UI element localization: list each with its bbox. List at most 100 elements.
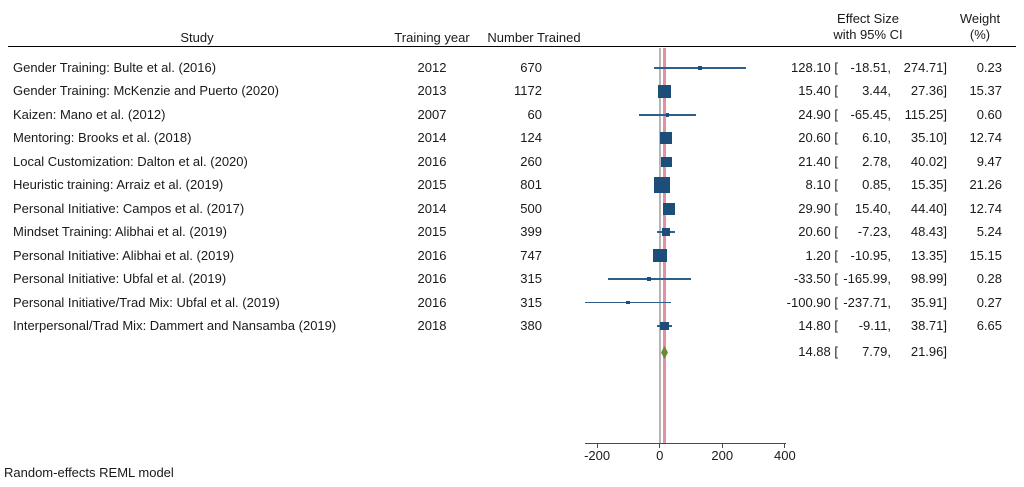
effect-square-marker [653, 248, 667, 263]
ci-lower: -9.11, [858, 317, 891, 333]
effect-size-value: -33.50 [ [793, 271, 838, 287]
training-year-value: 2016 [417, 153, 447, 169]
header-divider-rule [8, 46, 1016, 47]
number-trained-value: 60 [527, 106, 542, 122]
study-label: Mindset Training: Alibhai et al. (2019) [13, 224, 227, 240]
training-year-value: 2016 [417, 294, 447, 310]
x-axis-tick-label: -200 [584, 447, 611, 463]
ci-upper: 15.35] [910, 177, 947, 193]
ci-upper: 274.71] [903, 60, 947, 75]
weight-value: 21.26 [969, 177, 1002, 193]
weight-header-line2: (%) [969, 26, 991, 42]
ci-lower: -10.95, [850, 247, 891, 263]
overall-diamond-marker [660, 345, 668, 359]
study-label: Gender Training: McKenzie and Puerto (20… [13, 83, 279, 99]
number-trained-value: 315 [520, 271, 542, 287]
ci-upper: 27.36] [910, 83, 947, 99]
ci-upper: 35.10] [910, 130, 947, 146]
x-axis-line [585, 443, 786, 445]
study-label: Heuristic training: Arraiz et al. (2019) [13, 177, 224, 193]
effect-square-marker [665, 113, 670, 117]
effect-square-marker [659, 321, 669, 331]
ci-upper: 40.02] [910, 153, 947, 169]
ci-lower: 3.44, [862, 83, 891, 99]
overall-ci-lower: 7.79, [862, 344, 891, 359]
training-year-value: 2016 [417, 271, 447, 287]
effect-square-marker [654, 177, 671, 194]
study-label: Personal Initiative: Ubfal et al. (2019) [13, 271, 227, 287]
effect-square-marker [661, 156, 672, 168]
model-note: Random-effects REML model [4, 465, 174, 480]
ci-lower: -7.23, [857, 224, 891, 240]
effect-size-value: 20.60 [ [798, 224, 838, 240]
ci-lower: 15.40, [854, 200, 891, 216]
effect-size-value: 15.40 [ [798, 83, 838, 99]
weight-value: 0.60 [976, 106, 1002, 122]
ci-lower: -18.51, [850, 60, 891, 75]
weight-value: 9.47 [976, 153, 1002, 169]
x-axis-tick [659, 443, 661, 448]
weight-value: 0.27 [976, 294, 1002, 310]
x-axis-tick-label: 0 [656, 447, 664, 463]
effect-square-marker [662, 202, 676, 215]
number-trained-value: 670 [520, 60, 542, 75]
training-year-value: 2015 [417, 177, 447, 193]
study-label: Personal Initiative: Campos et al. (2017… [13, 200, 245, 216]
overall-effect-refline [663, 47, 666, 443]
ci-lower: 2.78, [862, 153, 891, 169]
effect-square-marker [698, 66, 702, 70]
study-label: Personal Initiative/Trad Mix: Ubfal et a… [13, 294, 280, 310]
column-header-study: Study [180, 30, 214, 45]
weight-value: 12.74 [969, 200, 1002, 216]
training-year-value: 2016 [417, 247, 447, 263]
effect-size-value: 8.10 [ [805, 177, 838, 193]
weight-value: 15.15 [969, 247, 1002, 263]
effect-size-header-line1: Effect Size [837, 11, 899, 26]
weight-value: 6.65 [976, 317, 1002, 333]
ci-lower: -237.71, [843, 294, 891, 310]
training-year-value: 2014 [417, 130, 447, 146]
effect-square-marker [626, 300, 630, 305]
effect-size-value: 24.90 [ [798, 106, 838, 122]
study-label: Local Customization: Dalton et al. (2020… [13, 153, 248, 169]
column-header-training-year: Training year [394, 30, 470, 45]
effect-size-value: 1.20 [ [805, 247, 838, 263]
ci-upper: 48.43] [910, 224, 947, 240]
effect-size-value: 20.60 [ [798, 130, 838, 146]
weight-value: 5.24 [976, 224, 1002, 240]
weight-value: 12.74 [969, 130, 1002, 146]
effect-size-header-line2: with 95% CI [833, 26, 903, 42]
overall-ci-upper: 21.96] [910, 344, 947, 359]
column-header-number-trained: Number Trained [487, 30, 581, 45]
effect-size-value: 21.40 [ [798, 153, 838, 169]
ci-lower: -65.45, [850, 106, 891, 122]
number-trained-value: 399 [520, 224, 542, 240]
effect-size-value: 29.90 [ [798, 200, 838, 216]
x-axis-tick [721, 443, 723, 448]
effect-square-marker [647, 277, 651, 281]
effect-square-marker [662, 228, 671, 237]
training-year-value: 2007 [417, 106, 447, 122]
study-label: Gender Training: Bulte et al. (2016) [13, 60, 217, 75]
number-trained-value: 124 [520, 130, 542, 146]
training-year-value: 2012 [417, 60, 447, 75]
x-axis-tick-label: 200 [711, 447, 734, 463]
zero-refline [659, 47, 661, 443]
number-trained-value: 315 [520, 294, 542, 310]
effect-size-value: 14.80 [ [798, 317, 838, 333]
training-year-value: 2018 [417, 317, 447, 333]
effect-square-marker [660, 132, 673, 145]
weight-value: 0.28 [976, 271, 1002, 287]
ci-lower: 0.85, [862, 177, 891, 193]
training-year-value: 2013 [417, 83, 447, 99]
effect-size-value: 128.10 [ [791, 60, 838, 75]
effect-square-marker [657, 84, 672, 99]
x-axis-tick-label: 400 [774, 447, 796, 463]
overall-effect-size-value: 14.88 [ [798, 344, 838, 359]
x-axis-tick [784, 443, 786, 448]
weight-header-line1: Weight [959, 11, 1001, 26]
training-year-value: 2015 [417, 224, 447, 240]
ci-upper: 115.25] [904, 106, 947, 122]
study-label: Personal Initiative: Alibhai et al. (201… [13, 247, 235, 263]
